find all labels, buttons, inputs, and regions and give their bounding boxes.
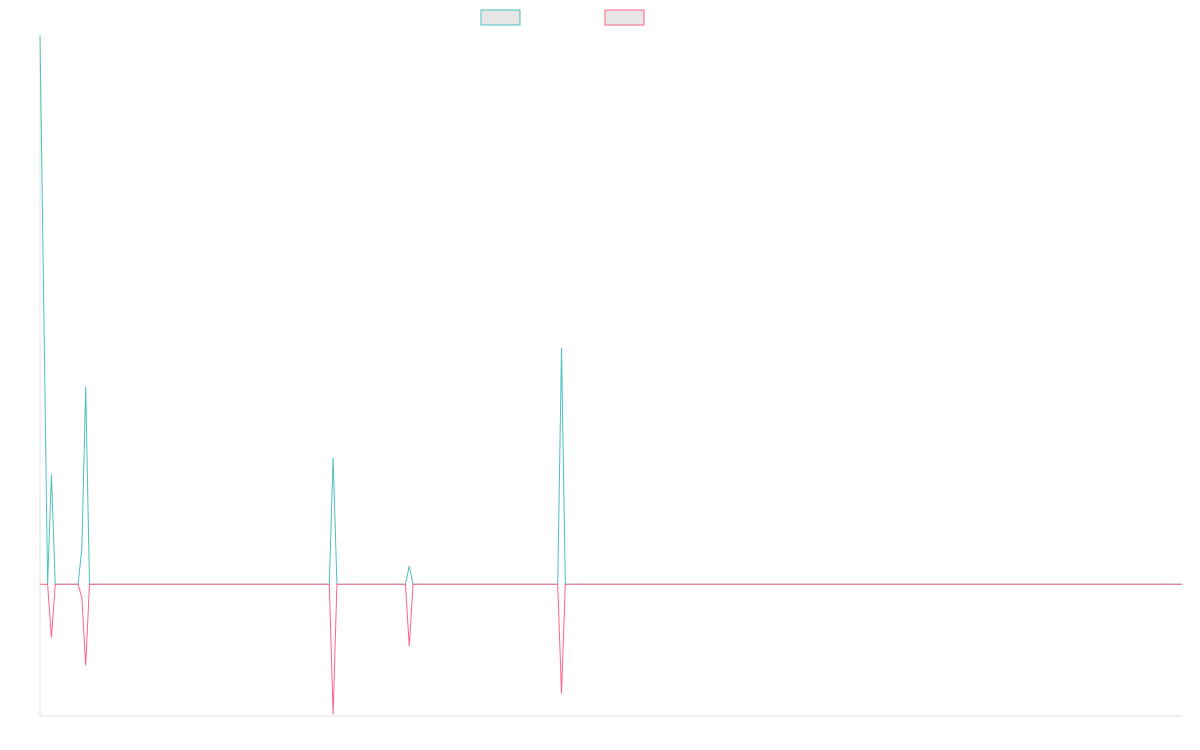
line-series: [40, 583, 1182, 715]
legend-swatch[interactable]: [604, 9, 645, 26]
legend-swatch[interactable]: [480, 9, 521, 26]
line-series: [39, 34, 1182, 585]
